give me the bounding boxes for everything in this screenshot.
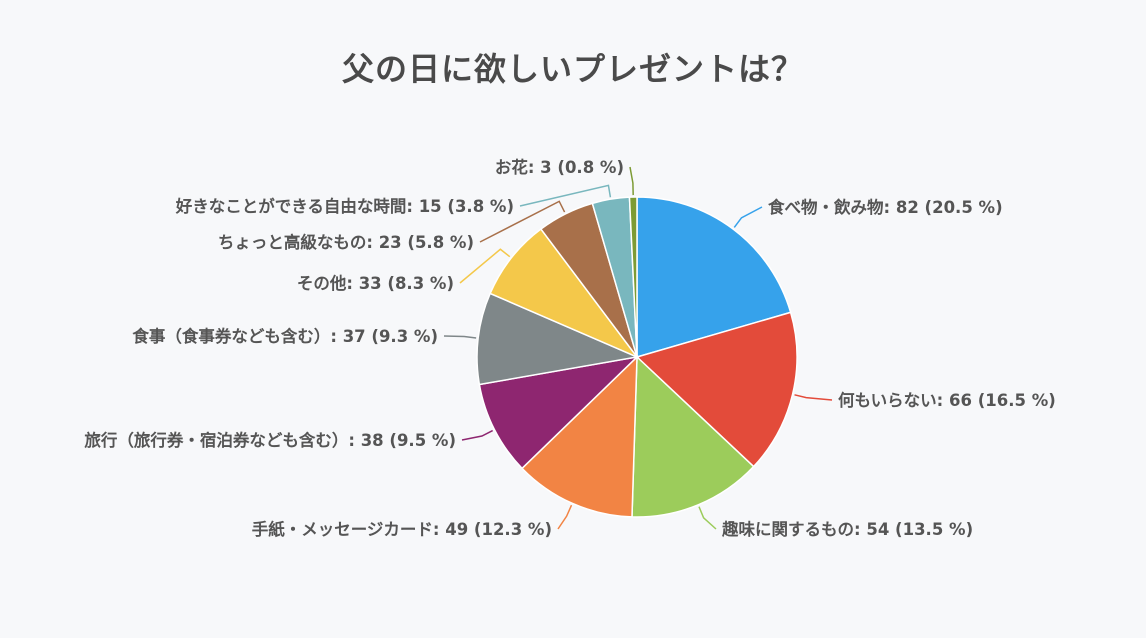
slice-label: 趣味に関するもの: 54 (13.5 %) — [721, 519, 973, 539]
pie-slice — [635, 311, 798, 468]
slice-label: お花: 3 (0.8 %) — [495, 157, 624, 177]
label-leader-line — [794, 394, 833, 401]
slice-label: 食事（食事券なども含む）: 37 (9.3 %) — [132, 326, 438, 346]
label-leader-line — [443, 335, 477, 339]
pie-slice — [636, 196, 792, 358]
pie-slice — [631, 355, 755, 518]
pie-slice — [476, 292, 640, 386]
label-leader-line — [629, 166, 634, 196]
slice-label: その他: 33 (8.3 %) — [297, 273, 454, 293]
pie-slice — [521, 355, 638, 518]
slice-label: ちょっと高級なもの: 23 (5.8 %) — [218, 232, 474, 252]
slice-label: 手紙・メッセージカード: 49 (12.3 %) — [252, 519, 552, 539]
label-leader-line — [557, 504, 573, 530]
label-leader-line — [698, 506, 717, 530]
label-leader-line — [733, 206, 763, 228]
pie-slice — [478, 355, 640, 470]
slice-label: 好きなことができる自由な時間: 15 (3.8 %) — [175, 196, 514, 216]
slice-label: 食べ物・飲み物: 82 (20.5 %) — [768, 197, 1003, 217]
label-leader-line — [459, 248, 511, 284]
label-leader-line — [461, 429, 493, 441]
label-leader-line — [479, 200, 566, 243]
pie-slice — [628, 196, 638, 358]
slice-label: 何もいらない: 66 (16.5 %) — [838, 390, 1056, 410]
label-leader-line — [519, 184, 612, 207]
chart-title: 父の日に欲しいプレゼントは？ — [341, 50, 804, 88]
slice-label: 旅行（旅行券・宿泊券なども含む）: 38 (9.5 %) — [84, 430, 456, 450]
